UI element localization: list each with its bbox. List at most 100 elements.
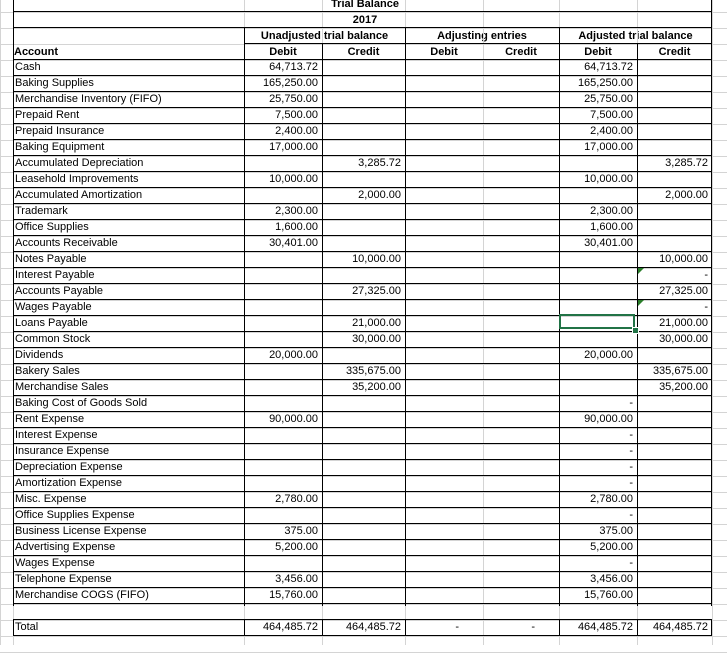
cell-fd[interactable]	[559, 379, 633, 395]
selected-cell-outline[interactable]	[559, 314, 635, 329]
cell-ac[interactable]	[483, 331, 555, 347]
cell-fd[interactable]: 2,780.00	[590, 493, 633, 505]
cell-uc[interactable]	[322, 427, 401, 443]
cell-ac[interactable]	[483, 507, 555, 523]
cell-uc[interactable]	[322, 267, 401, 283]
cell-ad[interactable]	[405, 379, 479, 395]
cell-fd[interactable]	[559, 331, 633, 347]
account-name[interactable]: Dividends	[15, 349, 64, 361]
cell-fc[interactable]	[637, 555, 708, 571]
account-name[interactable]: Baking Supplies	[15, 77, 94, 89]
cell-ac[interactable]	[483, 363, 555, 379]
cell-ad[interactable]	[405, 251, 479, 267]
account-name[interactable]: Depreciation Expense	[15, 461, 123, 473]
account-name[interactable]: Prepaid Insurance	[15, 125, 105, 137]
header-adjusted-credit[interactable]: Credit	[658, 46, 691, 58]
cell-ud[interactable]: 165,250.00	[262, 77, 318, 89]
cell-uc[interactable]	[322, 555, 401, 571]
cell-ac[interactable]	[483, 155, 555, 171]
sheet-title[interactable]: Trial Balance	[331, 0, 399, 10]
cell-ud[interactable]: 90,000.00	[269, 413, 318, 425]
account-name[interactable]: Wages Payable	[15, 301, 92, 313]
cell-ac[interactable]	[483, 299, 555, 315]
cell-fd[interactable]: 30,401.00	[584, 237, 633, 249]
cell-ac[interactable]	[483, 91, 555, 107]
cell-ud[interactable]	[244, 283, 318, 299]
cell-ud[interactable]	[244, 427, 318, 443]
cell-ud[interactable]	[244, 299, 318, 315]
cell-ac[interactable]	[483, 539, 555, 555]
cell-fd[interactable]: 5,200.00	[590, 541, 633, 553]
cell-ud[interactable]: 64,713.72	[269, 61, 318, 73]
account-name[interactable]: Merchandise COGS (FIFO)	[15, 589, 149, 601]
cell-ad[interactable]	[405, 587, 479, 603]
cell-fc[interactable]: 10,000.00	[659, 253, 708, 265]
cell-ud[interactable]: 1,600.00	[275, 221, 318, 233]
cell-uc[interactable]	[322, 411, 401, 427]
account-name[interactable]: Cash	[15, 61, 41, 73]
sheet-year[interactable]: 2017	[352, 14, 378, 26]
cell-fd[interactable]	[559, 283, 633, 299]
cell-fc[interactable]	[637, 507, 708, 523]
cell-ac[interactable]	[483, 267, 555, 283]
cell-uc[interactable]	[322, 139, 401, 155]
header-adjusted-debit[interactable]: Debit	[584, 46, 612, 58]
cell-uc[interactable]	[322, 107, 401, 123]
total-uc[interactable]: 464,485.72	[345, 621, 401, 633]
cell-ac[interactable]	[483, 411, 555, 427]
cell-fd[interactable]: -	[629, 477, 633, 489]
account-name[interactable]: Notes Payable	[15, 253, 87, 265]
cell-ad[interactable]	[405, 571, 479, 587]
header-adjusting-debit[interactable]: Debit	[430, 46, 458, 58]
account-name[interactable]: Business License Expense	[15, 525, 147, 537]
total-label[interactable]: Total	[15, 621, 39, 633]
cell-ud[interactable]	[244, 395, 318, 411]
cell-ad[interactable]	[405, 523, 479, 539]
cell-uc[interactable]	[322, 523, 401, 539]
cell-ad[interactable]	[405, 411, 479, 427]
header-unadjusted-credit[interactable]: Credit	[347, 46, 380, 58]
cell-ad[interactable]	[405, 555, 479, 571]
cell-ad[interactable]	[405, 427, 479, 443]
cell-fc[interactable]	[637, 347, 708, 363]
cell-ac[interactable]	[483, 171, 555, 187]
cell-uc[interactable]	[322, 235, 401, 251]
cell-uc[interactable]	[322, 75, 401, 91]
account-name[interactable]: Baking Equipment	[15, 141, 105, 153]
cell-ud[interactable]	[244, 267, 318, 283]
cell-ad[interactable]	[405, 91, 479, 107]
cell-fd[interactable]: 64,713.72	[584, 61, 633, 73]
cell-fc[interactable]: 2,000.00	[665, 189, 708, 201]
cell-fd[interactable]: 90,000.00	[584, 413, 633, 425]
account-name[interactable]: Interest Expense	[15, 429, 98, 441]
cell-ud[interactable]: 15,760.00	[269, 589, 318, 601]
account-name[interactable]: Bakery Sales	[15, 365, 80, 377]
cell-fc[interactable]	[637, 171, 708, 187]
cell-fd[interactable]: 2,400.00	[590, 125, 633, 137]
cell-ud[interactable]: 2,780.00	[275, 493, 318, 505]
cell-ud[interactable]: 20,000.00	[269, 349, 318, 361]
cell-fc[interactable]	[637, 571, 708, 587]
account-name[interactable]: Leasehold Improvements	[15, 173, 139, 185]
cell-ac[interactable]	[483, 203, 555, 219]
cell-ac[interactable]	[483, 251, 555, 267]
cell-fd[interactable]: 25,750.00	[584, 93, 633, 105]
cell-ud[interactable]: 10,000.00	[269, 173, 318, 185]
cell-fc[interactable]	[637, 491, 708, 507]
cell-ac[interactable]	[483, 235, 555, 251]
cell-ac[interactable]	[483, 283, 555, 299]
cell-uc[interactable]: 35,200.00	[352, 381, 401, 393]
cell-fc[interactable]	[637, 219, 708, 235]
cell-uc[interactable]	[322, 459, 401, 475]
header-account[interactable]: Account	[14, 46, 58, 58]
cell-uc[interactable]: 27,325.00	[352, 285, 401, 297]
cell-ac[interactable]	[483, 571, 555, 587]
account-name[interactable]: Merchandise Sales	[15, 381, 109, 393]
cell-fc[interactable]	[637, 235, 708, 251]
cell-ad[interactable]	[405, 539, 479, 555]
cell-ad[interactable]	[405, 235, 479, 251]
cell-ac[interactable]	[483, 427, 555, 443]
cell-ad[interactable]	[405, 507, 479, 523]
cell-ad[interactable]	[405, 283, 479, 299]
cell-fc[interactable]	[637, 395, 708, 411]
